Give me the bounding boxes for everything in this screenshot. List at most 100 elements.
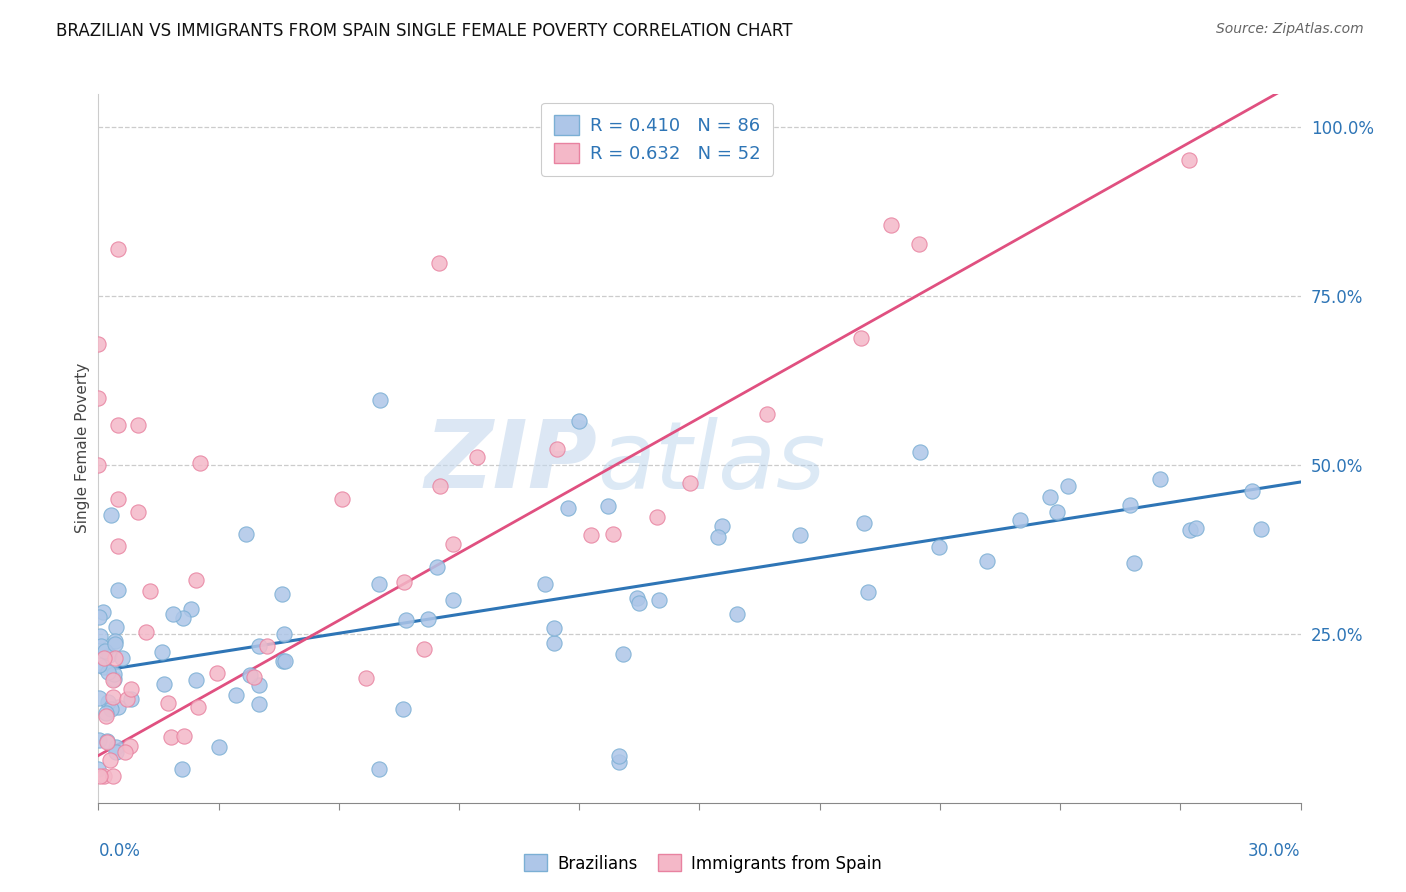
Point <box>172 611 194 625</box>
Point <box>1178 153 1201 167</box>
Point <box>579 528 602 542</box>
Point <box>173 729 195 743</box>
Point <box>392 574 415 589</box>
Point <box>710 518 733 533</box>
Point <box>853 516 876 530</box>
Point <box>101 769 124 783</box>
Point <box>120 691 142 706</box>
Point <box>596 499 619 513</box>
Point <box>976 554 998 568</box>
Point <box>150 645 173 659</box>
Point <box>755 407 778 421</box>
Point <box>256 639 278 653</box>
Point <box>273 654 295 668</box>
Point <box>187 700 209 714</box>
Point <box>128 505 150 519</box>
Point <box>117 692 139 706</box>
Point <box>1178 523 1201 537</box>
Point <box>426 560 449 574</box>
Point <box>356 671 378 685</box>
Point <box>184 673 207 688</box>
Point <box>727 607 749 621</box>
Point <box>87 658 110 673</box>
Point <box>89 610 111 624</box>
Point <box>707 530 730 544</box>
Point <box>208 739 231 754</box>
Point <box>100 702 122 716</box>
Point <box>1039 491 1062 505</box>
Point <box>180 602 202 616</box>
Point <box>543 621 565 635</box>
Point <box>441 537 464 551</box>
Point <box>271 654 294 668</box>
Point <box>330 492 353 507</box>
Legend: Brazilians, Immigrants from Spain: Brazilians, Immigrants from Spain <box>517 847 889 880</box>
Point <box>392 702 415 716</box>
Point <box>441 593 464 607</box>
Point <box>1185 521 1208 535</box>
Point <box>120 681 142 696</box>
Point <box>139 584 162 599</box>
Point <box>368 577 391 591</box>
Point <box>858 585 880 599</box>
Point <box>368 762 391 776</box>
Point <box>602 527 624 541</box>
Point <box>243 670 266 684</box>
Point <box>534 577 557 591</box>
Point <box>107 583 129 598</box>
Point <box>87 391 110 405</box>
Point <box>908 236 931 251</box>
Point <box>107 699 129 714</box>
Point <box>98 648 121 663</box>
Point <box>557 500 579 515</box>
Point <box>107 242 129 256</box>
Point <box>271 587 294 601</box>
Point <box>107 539 129 553</box>
Point <box>91 605 114 619</box>
Point <box>87 336 110 351</box>
Point <box>235 526 257 541</box>
Y-axis label: Single Female Poverty: Single Female Poverty <box>75 363 90 533</box>
Point <box>1240 483 1263 498</box>
Point <box>609 756 631 770</box>
Point <box>648 593 671 607</box>
Point <box>416 612 439 626</box>
Point <box>87 458 110 472</box>
Point <box>107 417 129 432</box>
Point <box>160 730 183 744</box>
Point <box>395 613 418 627</box>
Point <box>225 688 247 702</box>
Point <box>188 456 211 470</box>
Point <box>96 706 118 720</box>
Point <box>128 417 150 432</box>
Point <box>368 393 391 408</box>
Point <box>1057 478 1080 492</box>
Point <box>546 442 568 456</box>
Point <box>1123 556 1146 570</box>
Point <box>1149 472 1171 486</box>
Point <box>103 666 125 681</box>
Text: 30.0%: 30.0% <box>1249 842 1301 860</box>
Point <box>205 666 228 681</box>
Point <box>679 475 702 490</box>
Point <box>96 709 118 723</box>
Point <box>627 596 650 610</box>
Point <box>429 479 451 493</box>
Point <box>412 641 434 656</box>
Text: Source: ZipAtlas.com: Source: ZipAtlas.com <box>1216 22 1364 37</box>
Point <box>789 528 811 542</box>
Point <box>1045 505 1067 519</box>
Point <box>104 620 127 634</box>
Point <box>162 607 184 622</box>
Point <box>1010 512 1032 526</box>
Point <box>96 733 118 747</box>
Point <box>247 639 270 653</box>
Text: 0.0%: 0.0% <box>98 842 141 860</box>
Point <box>103 690 125 704</box>
Point <box>135 625 157 640</box>
Point <box>93 660 115 674</box>
Point <box>239 667 262 681</box>
Point <box>93 769 115 783</box>
Point <box>849 331 872 345</box>
Point <box>89 629 111 643</box>
